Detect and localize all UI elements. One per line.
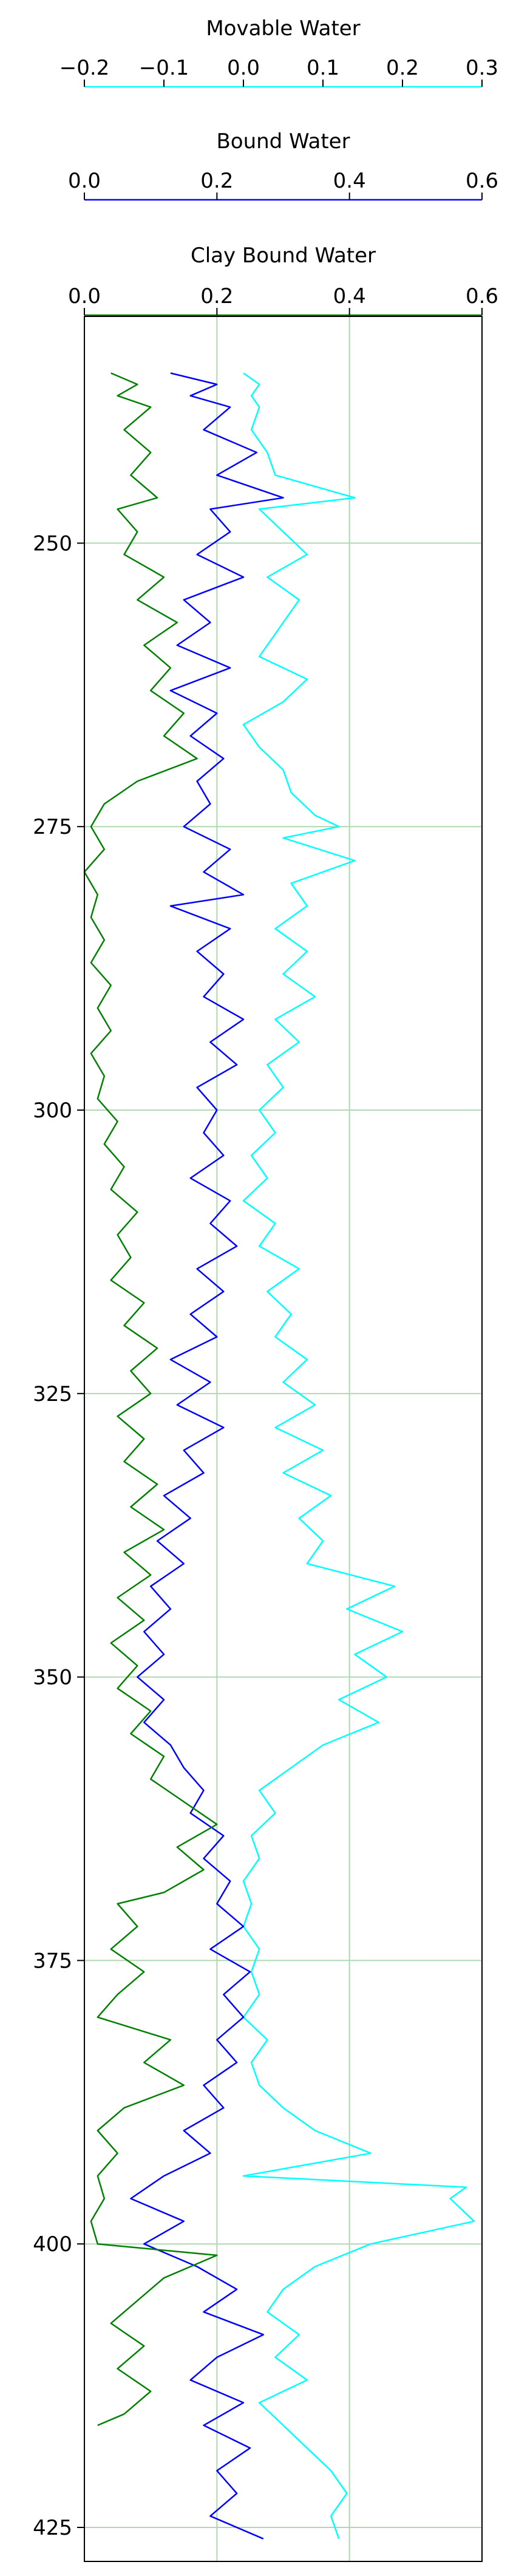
top-axes: Movable Water −0.2 −0.1 0.0 0.1 0.2 0.3 Bound… bbox=[59, 16, 498, 316]
axis-tick-label: 0.0 bbox=[227, 56, 260, 80]
movable-water-line bbox=[242, 372, 475, 2540]
data-series bbox=[83, 372, 475, 2540]
plot-area bbox=[83, 316, 483, 2562]
depth-tick-label: 375 bbox=[33, 1949, 72, 1973]
depth-tick-label: 300 bbox=[33, 1099, 72, 1123]
movable-water-axis: Movable Water −0.2 −0.1 0.0 0.1 0.2 0.3 bbox=[59, 16, 498, 88]
axis-tick-label: 0.2 bbox=[200, 284, 233, 308]
axis-tick-label: 0.1 bbox=[307, 56, 339, 80]
depth-tick-label: 275 bbox=[33, 815, 72, 839]
axis-tick-label: 0.2 bbox=[386, 56, 419, 80]
depth-tick-label: 325 bbox=[33, 1382, 72, 1406]
axis-tick-label: −0.1 bbox=[139, 56, 189, 80]
axis-tick-label: 0.6 bbox=[466, 169, 498, 193]
bound-water-line bbox=[130, 372, 284, 2540]
depth-tick-label: 250 bbox=[33, 531, 72, 556]
axis-tick-label: 0.0 bbox=[68, 169, 101, 193]
bound-water-axis: Bound Water 0.0 0.2 0.4 0.6 bbox=[68, 129, 498, 201]
axis-tick-label: 0.3 bbox=[466, 56, 498, 80]
depth-tick-label: 400 bbox=[33, 2232, 72, 2257]
depth-axis: 250 275 300 325 350 375 400 425 bbox=[33, 531, 84, 2540]
plot-frame bbox=[84, 316, 483, 2562]
clay-bound-water-axis: Clay Bound Water 0.0 0.2 0.4 0.6 bbox=[68, 244, 498, 316]
axis-tick-label: 0.2 bbox=[200, 169, 233, 193]
axis-tick-label: 0.4 bbox=[333, 169, 366, 193]
bound-water-axis-label: Bound Water bbox=[216, 129, 350, 154]
grid-lines bbox=[84, 316, 482, 2561]
axis-tick-label: 0.4 bbox=[333, 284, 366, 308]
depth-tick-label: 425 bbox=[33, 2516, 72, 2540]
movable-water-axis-label: Movable Water bbox=[206, 16, 360, 41]
axis-tick-label: 0.6 bbox=[466, 284, 498, 308]
depth-tick-label: 350 bbox=[33, 1666, 72, 1690]
clay-bound-water-axis-label: Clay Bound Water bbox=[191, 244, 376, 268]
axis-tick-label: −0.2 bbox=[59, 56, 110, 80]
axis-tick-label: 0.0 bbox=[68, 284, 101, 308]
clay-bound-water-line bbox=[83, 372, 218, 2427]
